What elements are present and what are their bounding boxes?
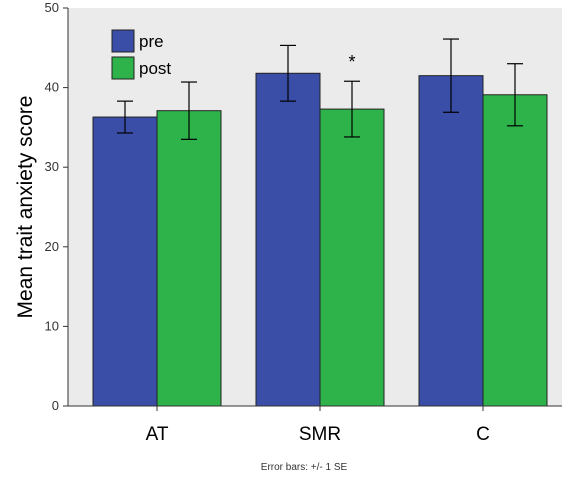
bar-pre-at (92, 116, 158, 407)
error-bar-post-c (507, 63, 523, 127)
error-bar-pre-smr (280, 44, 296, 102)
y-tick-label-20: 20 (45, 239, 59, 254)
error-bars-layer (117, 38, 523, 140)
error-bar-pre-at (117, 100, 133, 134)
x-tick-label-smr: SMR (299, 424, 341, 445)
legend-swatch-pre (111, 29, 135, 53)
legend-label-pre: pre (139, 32, 164, 51)
error-bar-pre-c (443, 38, 459, 113)
y-tick-label-40: 40 (45, 80, 59, 95)
x-tick-label-c: C (476, 424, 490, 445)
y-tick-label-10: 10 (45, 318, 59, 333)
significance-asterisk: * (348, 52, 355, 72)
x-tick-label-at: AT (146, 424, 169, 445)
y-tick-label-50: 50 (45, 0, 59, 15)
legend: pre post (111, 29, 171, 80)
legend-swatch-post (111, 56, 135, 80)
axes-layer: 0 10 20 30 40 50 AT SMR C * (45, 0, 562, 445)
bar-post-c (482, 94, 548, 407)
bar-pre-c (418, 75, 484, 407)
legend-item-post: post (111, 56, 171, 80)
error-bars-note: Error bars: +/- 1 SE (261, 462, 348, 473)
bars-layer (92, 72, 548, 407)
y-axis-title: Mean trait anxiety score (14, 96, 37, 319)
legend-item-pre: pre (111, 29, 164, 53)
legend-label-post: post (139, 59, 171, 78)
y-tick-label-0: 0 (52, 398, 59, 413)
bar-post-smr (319, 108, 385, 407)
error-bar-post-smr (344, 80, 360, 138)
bar-post-at (156, 110, 222, 407)
y-tick-label-30: 30 (45, 159, 59, 174)
bar-pre-smr (255, 72, 321, 407)
error-bar-post-at (181, 81, 197, 140)
